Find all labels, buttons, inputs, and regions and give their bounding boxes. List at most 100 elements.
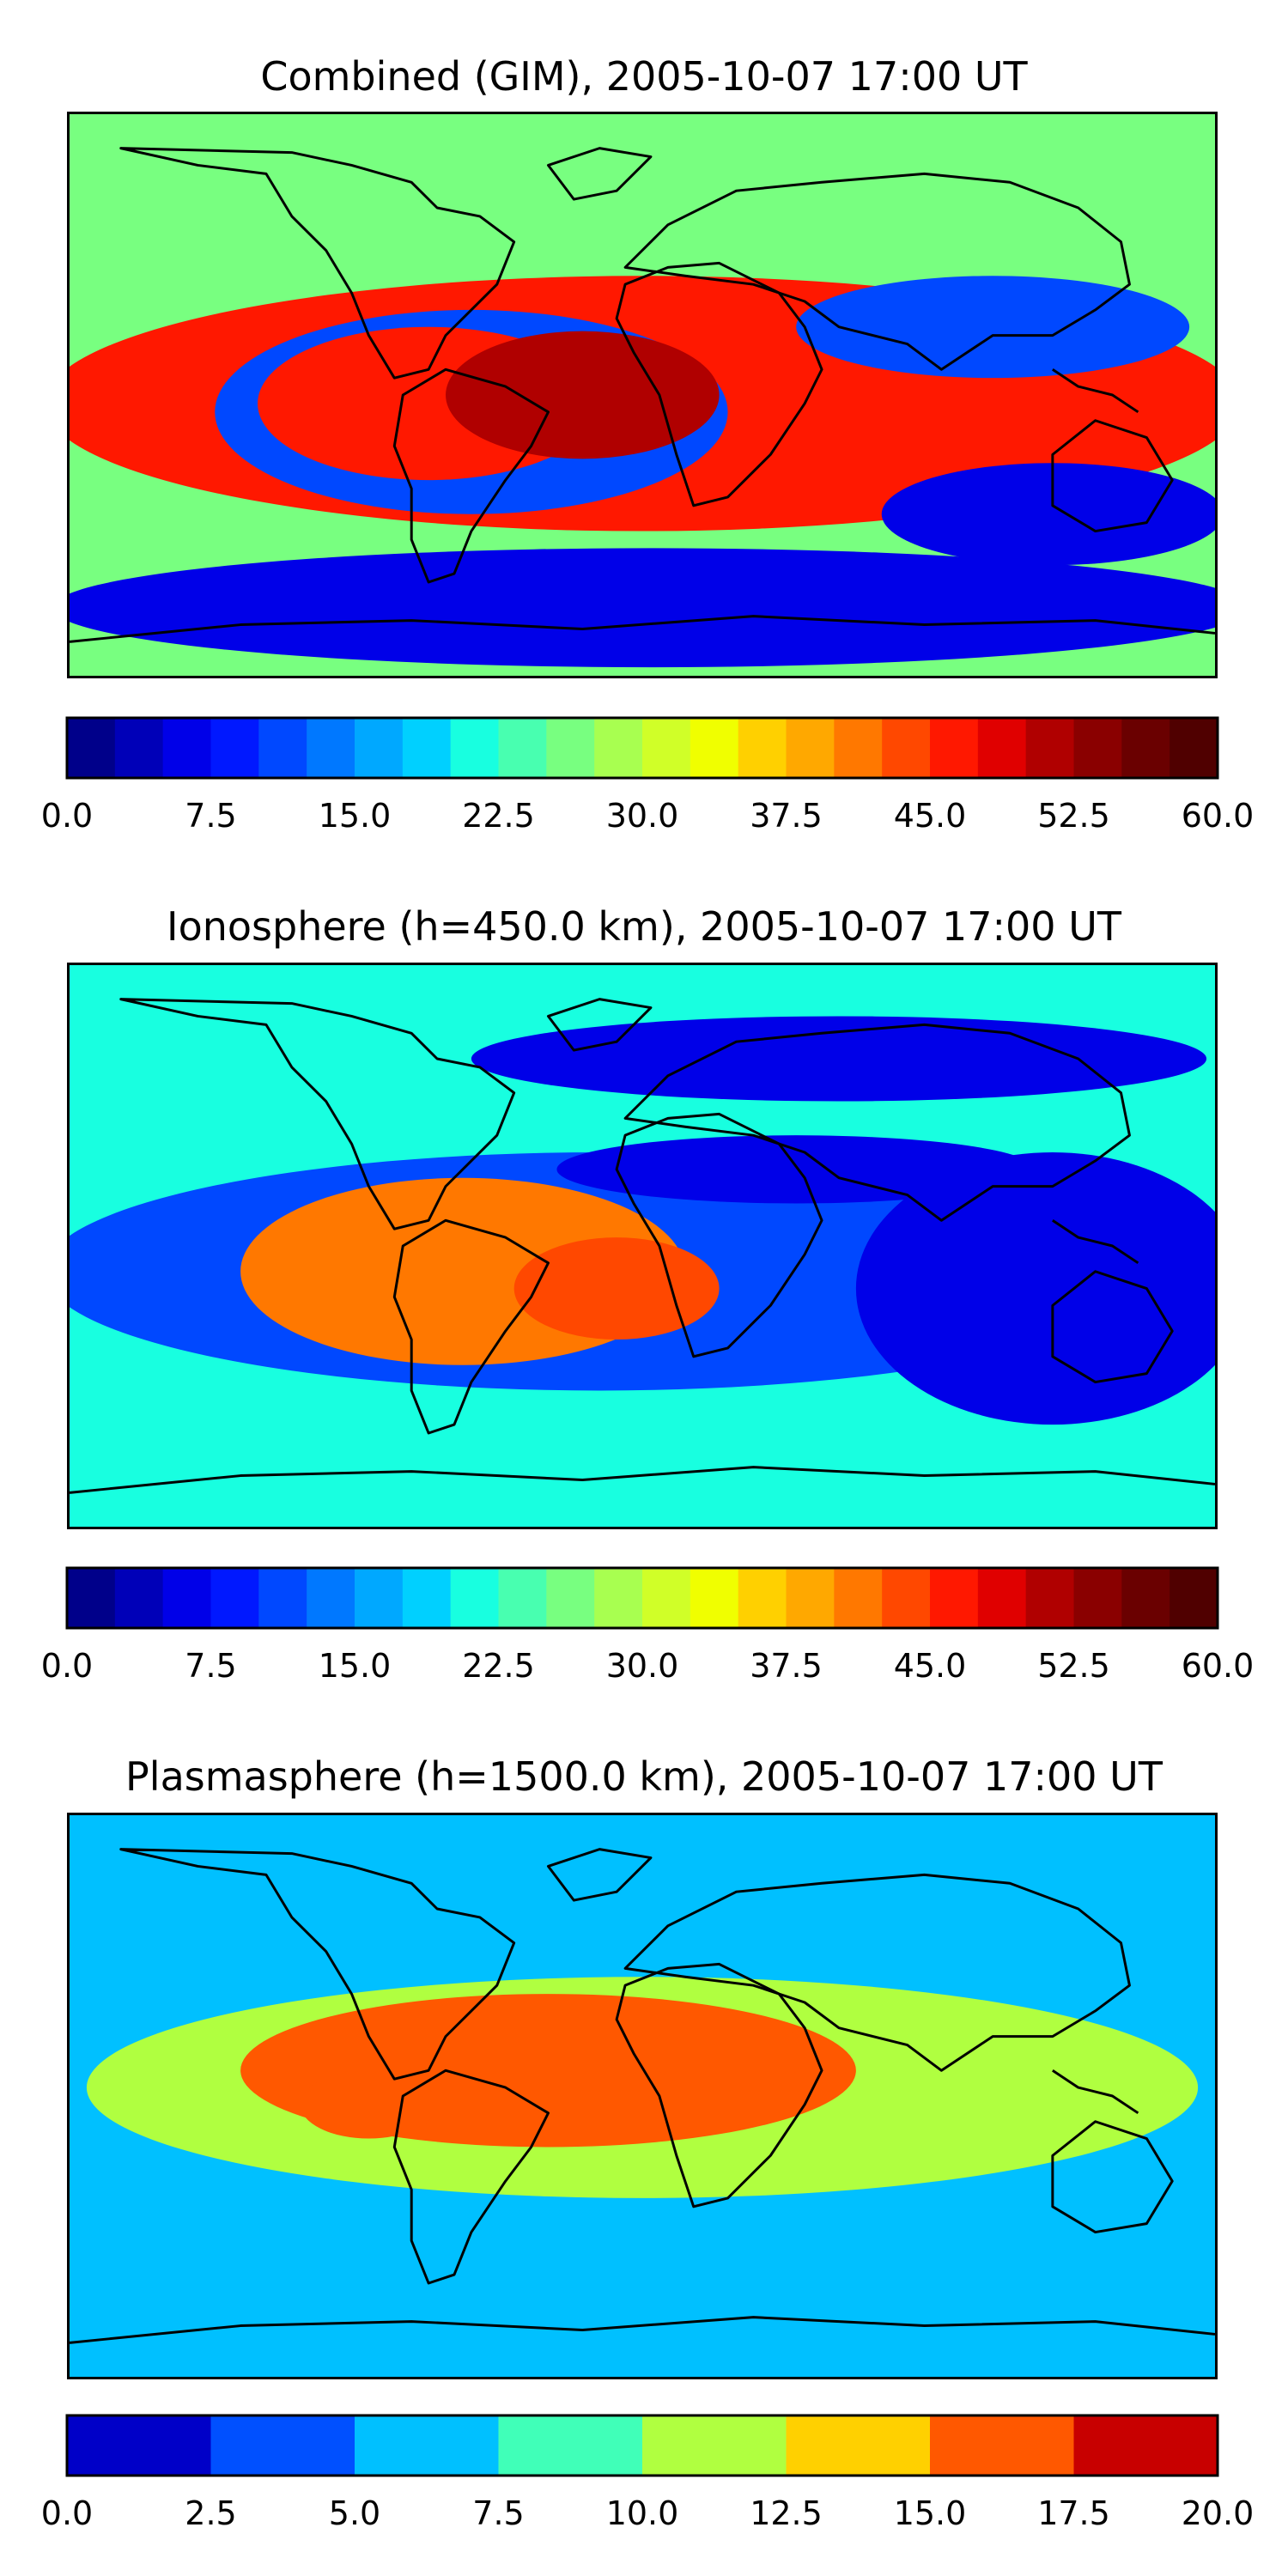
coastline-7 [546, 998, 653, 1052]
coastline-6 [1052, 2069, 1139, 2115]
colorbar-tick-label: 0.0 [40, 2494, 94, 2532]
field-contour-3 [855, 1152, 1215, 1425]
colorbar-level-19 [977, 1568, 1027, 1628]
colorbar-ticks: 0.0 2.5 5.0 7.5 10.0 12.5 15.0 17.5 20.0 [41, 2494, 1255, 2537]
colorbar-level-3 [210, 718, 259, 778]
coastline-5 [70, 1466, 1215, 1494]
colorbar-tick-label: 15.0 [318, 1647, 392, 1685]
colorbar-level-1 [114, 1568, 164, 1628]
colorbar-level-18 [930, 718, 979, 778]
coastline-2 [615, 261, 823, 507]
colorbar-tick-label: 0.0 [40, 797, 94, 835]
colorbar-level-22 [1121, 1568, 1170, 1628]
coastline-0 [119, 147, 516, 380]
colorbar-level-7 [402, 1568, 452, 1628]
colorbar-level-21 [1073, 718, 1122, 778]
chart-title: Plasmasphere (h=1500.0 km), 2005-10-07 1… [125, 1753, 1163, 1800]
coastline-7 [546, 147, 653, 201]
map-svg [70, 114, 1215, 676]
colorbar-tick-label: 45.0 [893, 1647, 967, 1685]
colorbar [65, 2414, 1219, 2477]
colorbar-svg [65, 716, 1219, 780]
colorbar-level-4 [258, 718, 307, 778]
coastlines [70, 1848, 1215, 2344]
colorbar-tick-label: 37.5 [750, 1647, 823, 1685]
colorbar-tick-label: 10.0 [605, 2494, 679, 2532]
colorbar-level-9 [498, 1568, 547, 1628]
colorbar-level-2 [162, 1568, 211, 1628]
colorbar-tick-label: 7.5 [185, 1647, 237, 1685]
colorbar-level-12 [642, 1568, 691, 1628]
colorbar-level-23 [1170, 718, 1218, 778]
colorbar-tick-label: 17.5 [1037, 2494, 1110, 2532]
colorbar-level-13 [690, 1568, 739, 1628]
coastline-4 [1051, 419, 1174, 533]
coastline-6 [1052, 1219, 1139, 1265]
coastline-4 [1051, 2120, 1174, 2234]
colorbar-level-8 [450, 1568, 499, 1628]
colorbar-level-18 [930, 1568, 979, 1628]
field-contour-4 [796, 276, 1190, 379]
coastlines [70, 147, 1215, 643]
colorbar-level-7 [402, 718, 452, 778]
map-svg [70, 1815, 1215, 2377]
colorbar-tick-label: 5.0 [328, 2494, 381, 2532]
coastline-2 [615, 1962, 823, 2208]
coastline-0 [119, 998, 516, 1230]
coastline-5 [70, 2316, 1215, 2344]
coastline-5 [70, 615, 1215, 643]
colorbar-tick-label: 20.0 [1181, 2494, 1255, 2532]
colorbar-level-11 [594, 718, 643, 778]
colorbar-level-16 [834, 1568, 883, 1628]
colorbar-level-21 [1073, 1568, 1122, 1628]
colorbar-level-22 [1121, 718, 1170, 778]
colorbar [65, 1566, 1219, 1630]
colorbar-level-9 [498, 718, 547, 778]
coastline-4 [1051, 1270, 1174, 1384]
colorbar-level-23 [1170, 1568, 1218, 1628]
colorbar-tick-label: 52.5 [1037, 797, 1110, 835]
map-plot [67, 1813, 1218, 2379]
colorbar-level-6 [355, 1568, 404, 1628]
colorbar-tick-label: 60.0 [1181, 1647, 1255, 1685]
map-svg [70, 965, 1215, 1527]
colorbar-tick-label: 37.5 [750, 797, 823, 835]
colorbar-tick-label: 22.5 [462, 1647, 535, 1685]
colorbar-tick-label: 52.5 [1037, 1647, 1110, 1685]
colorbar-level-17 [882, 1568, 931, 1628]
colorbar-tick-label: 15.0 [893, 2494, 967, 2532]
colorbar-level-5 [307, 718, 355, 778]
colorbar-tick-label: 15.0 [318, 797, 392, 835]
chart-title: Ionosphere (h=450.0 km), 2005-10-07 17:0… [167, 903, 1121, 950]
field-contour-5 [471, 1016, 1207, 1102]
colorbar-level-2 [355, 2415, 499, 2476]
map-plot [67, 112, 1218, 678]
colorbar-level-0 [67, 718, 116, 778]
field-contour-6 [881, 463, 1215, 566]
colorbar-level-11 [594, 1568, 643, 1628]
colorbar-ticks: 0.0 7.5 15.0 22.5 30.0 37.5 45.0 52.5 60.0 [41, 1647, 1255, 1690]
colorbar-tick-label: 2.5 [185, 2494, 237, 2532]
coastline-7 [546, 1848, 653, 1902]
colorbar-level-15 [786, 1568, 835, 1628]
colorbar-tick-label: 30.0 [605, 797, 679, 835]
colorbar-level-6 [355, 718, 404, 778]
colorbar-level-20 [1025, 718, 1074, 778]
colorbar-level-0 [67, 1568, 116, 1628]
colorbar-level-10 [546, 1568, 595, 1628]
colorbar-level-13 [690, 718, 739, 778]
coastline-3 [623, 1873, 1131, 2072]
field-contour-3 [300, 2070, 438, 2139]
colorbar-level-1 [114, 718, 164, 778]
colorbar-level-5 [786, 2415, 931, 2476]
colorbar-level-5 [307, 1568, 355, 1628]
colorbar-level-10 [546, 718, 595, 778]
map-plot [67, 963, 1218, 1529]
coastline-3 [623, 172, 1131, 371]
colorbar-svg [65, 1566, 1219, 1630]
coastline-0 [119, 1848, 516, 2081]
colorbar-svg [65, 2414, 1219, 2477]
colorbar-tick-label: 12.5 [750, 2494, 823, 2532]
field-contour-4 [556, 1135, 1036, 1204]
field-contour-4 [650, 2014, 805, 2093]
